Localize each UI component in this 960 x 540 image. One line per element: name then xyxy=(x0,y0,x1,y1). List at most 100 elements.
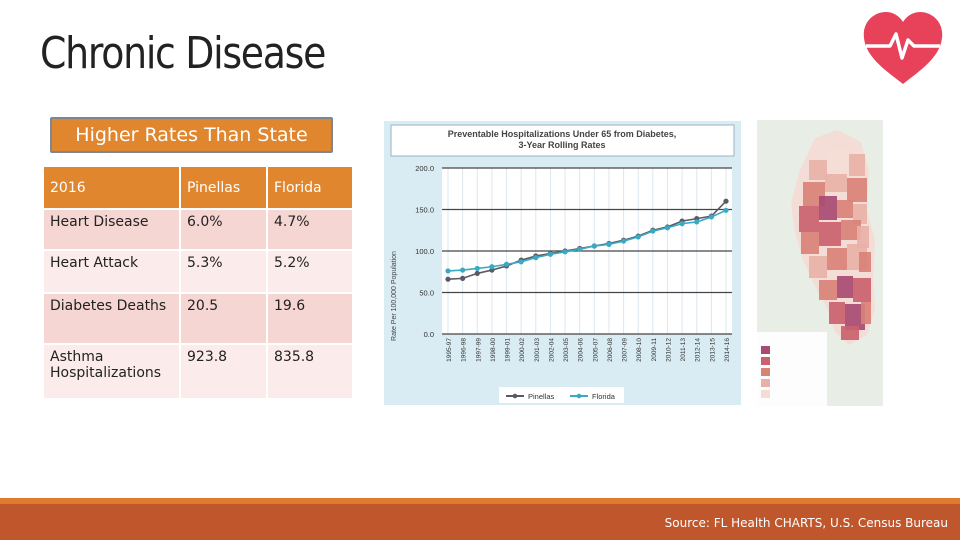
data-point-florida xyxy=(664,225,671,231)
stats-table: 2016 Pinellas Florida Heart Disease 6.0%… xyxy=(42,165,354,400)
county-region xyxy=(829,302,845,324)
map-legend-swatch xyxy=(761,368,770,376)
county-region xyxy=(809,160,827,180)
x-tick-label: 2006-08 xyxy=(607,338,614,362)
x-tick-label: 2002-04 xyxy=(548,338,555,362)
table-header-row: 2016 Pinellas Florida xyxy=(42,165,354,210)
county-region xyxy=(857,226,869,248)
row-label: Heart Attack xyxy=(42,249,181,294)
header-year: 2016 xyxy=(42,165,181,210)
legend-label: Florida xyxy=(592,392,616,401)
county-region xyxy=(845,304,865,330)
x-tick-label: 2000-02 xyxy=(519,338,526,362)
legend-label: Pinellas xyxy=(528,392,555,401)
header-pinellas: Pinellas xyxy=(179,165,268,210)
row-label: Heart Disease xyxy=(42,208,181,251)
page-title: Chronic Disease xyxy=(40,28,326,79)
county-region xyxy=(799,206,819,232)
data-point-florida xyxy=(562,249,568,255)
county-region xyxy=(861,302,871,324)
county-region xyxy=(837,200,853,218)
county-region xyxy=(837,276,853,298)
y-tick-label: 200.0 xyxy=(415,164,434,173)
county-region xyxy=(819,196,837,220)
county-region xyxy=(827,150,849,170)
data-point-florida xyxy=(650,228,656,234)
data-point-florida xyxy=(635,234,641,240)
florida-value: 5.2% xyxy=(266,249,354,294)
florida-value: 835.8 xyxy=(266,343,354,400)
county-region xyxy=(819,280,837,300)
x-tick-label: 1998-00 xyxy=(490,338,497,362)
county-region xyxy=(847,178,867,202)
x-tick-label: 1999-01 xyxy=(505,338,512,362)
y-tick-label: 0.0 xyxy=(424,330,434,339)
data-point-pinellas xyxy=(445,276,451,282)
x-tick-label: 2011-13 xyxy=(680,338,687,362)
source-caption: Source: FL Health CHARTS, U.S. Census Bu… xyxy=(664,516,948,530)
table-row: Heart Attack 5.3% 5.2% xyxy=(42,249,354,294)
data-point-florida xyxy=(620,238,627,244)
pinellas-map xyxy=(757,120,883,406)
x-tick-label: 2008-10 xyxy=(636,338,643,362)
data-point-florida xyxy=(445,268,451,274)
county-region xyxy=(809,256,827,278)
pinellas-value: 5.3% xyxy=(179,249,268,294)
florida-value: 19.6 xyxy=(266,292,354,345)
data-point-florida xyxy=(460,267,466,273)
county-region xyxy=(849,154,865,176)
table-row: Asthma Hospitalizations 923.8 835.8 xyxy=(42,343,354,400)
data-point-florida xyxy=(723,207,729,213)
data-point-florida xyxy=(547,251,554,257)
x-tick-label: 2004-06 xyxy=(578,338,585,362)
florida-value: 4.7% xyxy=(266,208,354,251)
data-point-florida xyxy=(679,221,685,227)
x-tick-label: 1996-98 xyxy=(461,338,468,362)
table-row: Diabetes Deaths 20.5 19.6 xyxy=(42,292,354,345)
map-legend-swatch xyxy=(761,346,770,354)
chart-title: Preventable Hospitalizations Under 65 fr… xyxy=(448,129,677,150)
pinellas-value: 923.8 xyxy=(179,343,268,400)
x-tick-label: 2010-12 xyxy=(665,338,672,362)
footer-bar xyxy=(0,498,960,540)
y-tick-label: 100.0 xyxy=(415,247,434,256)
line-chart: Preventable Hospitalizations Under 65 fr… xyxy=(390,124,735,403)
legend-marker xyxy=(512,393,518,399)
county-rate-map xyxy=(757,120,883,406)
data-point-florida xyxy=(591,243,597,249)
data-point-florida xyxy=(474,265,480,272)
county-region xyxy=(827,248,847,270)
table-row: Heart Disease 6.0% 4.7% xyxy=(42,208,354,251)
hospitalization-chart-panel: Preventable Hospitalizations Under 65 fr… xyxy=(384,121,741,405)
data-point-pinellas xyxy=(474,270,480,277)
x-tick-label: 2014-16 xyxy=(724,338,731,362)
county-region xyxy=(841,326,859,340)
data-point-florida xyxy=(606,241,612,247)
x-tick-label: 2005-07 xyxy=(592,338,599,362)
county-region xyxy=(853,204,867,224)
y-tick-label: 50.0 xyxy=(419,289,434,298)
x-tick-label: 1995-97 xyxy=(446,338,453,362)
data-point-florida xyxy=(708,214,714,220)
county-region xyxy=(819,222,841,246)
data-point-florida xyxy=(694,219,700,225)
county-region xyxy=(859,252,871,272)
higher-rates-label: Higher Rates Than State xyxy=(50,117,333,153)
data-point-florida xyxy=(503,261,510,267)
footer-accent-line xyxy=(0,498,960,504)
y-axis-label: Rate Per 100,000 Population xyxy=(391,251,398,341)
legend-box xyxy=(499,387,624,403)
map-legend-swatch xyxy=(761,379,770,387)
x-tick-label: 2009-11 xyxy=(651,338,658,362)
pinellas-value: 6.0% xyxy=(179,208,268,251)
county-region xyxy=(825,174,847,192)
legend-marker xyxy=(576,393,582,399)
chart-title-box xyxy=(390,124,735,157)
data-point-florida xyxy=(533,255,539,261)
y-tick-label: 150.0 xyxy=(415,206,434,215)
map-legend-swatch xyxy=(761,390,770,398)
x-tick-label: 2012-14 xyxy=(695,338,702,362)
data-point-pinellas xyxy=(723,198,729,204)
pinellas-value: 20.5 xyxy=(179,292,268,345)
county-region xyxy=(841,220,861,240)
